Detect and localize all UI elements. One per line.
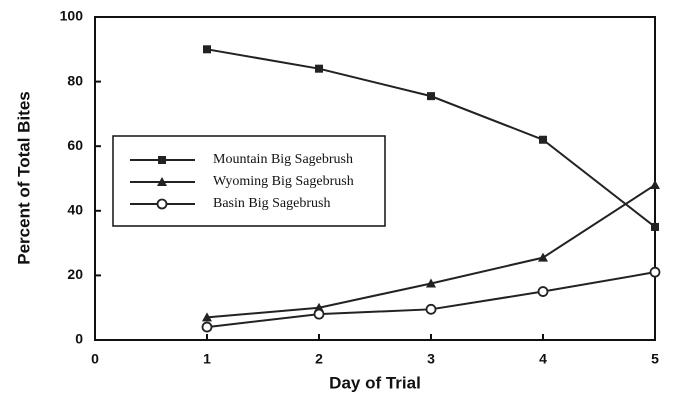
marker (202, 312, 212, 322)
x-tick-label: 4 (539, 351, 547, 367)
y-tick-label: 40 (67, 202, 83, 218)
legend-label: Mountain Big Sagebrush (213, 152, 353, 167)
marker (315, 64, 323, 73)
marker (650, 179, 660, 189)
marker (425, 303, 437, 315)
marker (538, 252, 548, 262)
y-tick-label: 60 (67, 137, 83, 153)
marker (649, 266, 661, 278)
marker (651, 222, 659, 231)
legend-marker (158, 156, 166, 164)
legend-marker (157, 177, 167, 186)
marker (539, 135, 547, 144)
y-tick-label: 20 (67, 266, 83, 282)
marker (427, 92, 435, 101)
x-tick-label: 0 (91, 351, 99, 367)
legend-label: Basin Big Sagebrush (213, 196, 330, 211)
x-tick-label: 2 (315, 351, 323, 367)
y-tick-label: 80 (67, 72, 83, 88)
x-tick-label: 3 (427, 351, 435, 367)
marker (203, 45, 211, 54)
x-tick-label: 1 (203, 351, 211, 367)
marker (313, 308, 325, 320)
marker (426, 278, 436, 288)
y-axis-label: Percent of Total Bites (14, 91, 33, 265)
legend-label: Wyoming Big Sagebrush (213, 174, 354, 189)
marker (201, 321, 213, 333)
x-axis-label: Day of Trial (329, 373, 421, 392)
marker (537, 286, 549, 297)
plot-frame (94, 16, 656, 341)
legend-marker (156, 198, 168, 210)
x-tick-label: 5 (651, 351, 659, 367)
y-tick-label: 0 (75, 331, 83, 347)
y-tick-label: 100 (60, 8, 84, 24)
